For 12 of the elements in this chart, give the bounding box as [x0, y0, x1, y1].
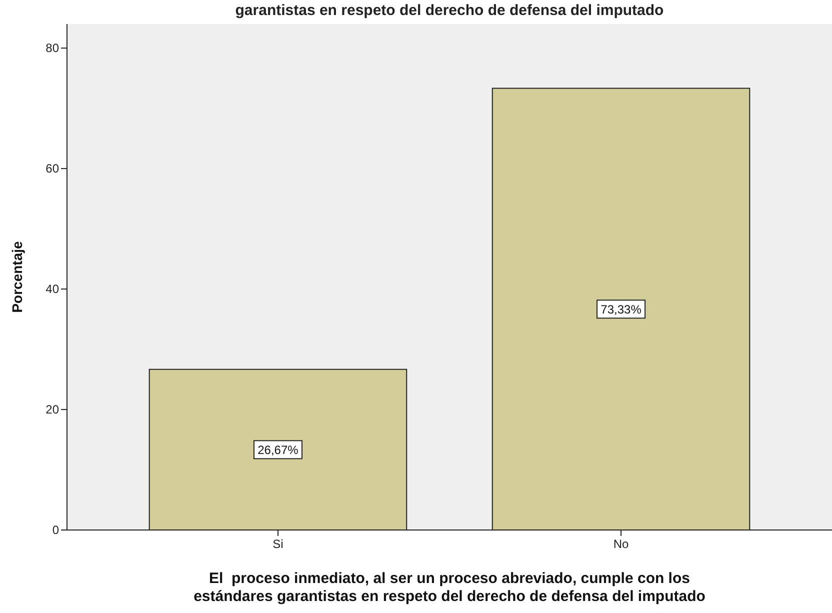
- y-tick-label: 20: [46, 402, 60, 417]
- y-axis-title: Porcentaje: [9, 240, 25, 313]
- y-tick-label: 0: [52, 523, 60, 537]
- x-tick-label: No: [613, 537, 630, 551]
- x-tick-label: Si: [272, 537, 284, 551]
- y-tick-label: 40: [46, 282, 60, 296]
- chart-title: garantistas en respeto del derecho de defensa del imputado: [235, 2, 664, 19]
- y-tick-label: 80: [46, 41, 60, 56]
- y-tick-label: 60: [46, 162, 60, 176]
- data-label: 26,67%: [258, 443, 299, 458]
- x-axis-title: El proceso inmediato, al ser un proceso abreviado, cumple con los estándares garantistas en respeto del derecho de defensa del imputado: [194, 570, 706, 605]
- data-label: 73,33%: [600, 302, 642, 317]
